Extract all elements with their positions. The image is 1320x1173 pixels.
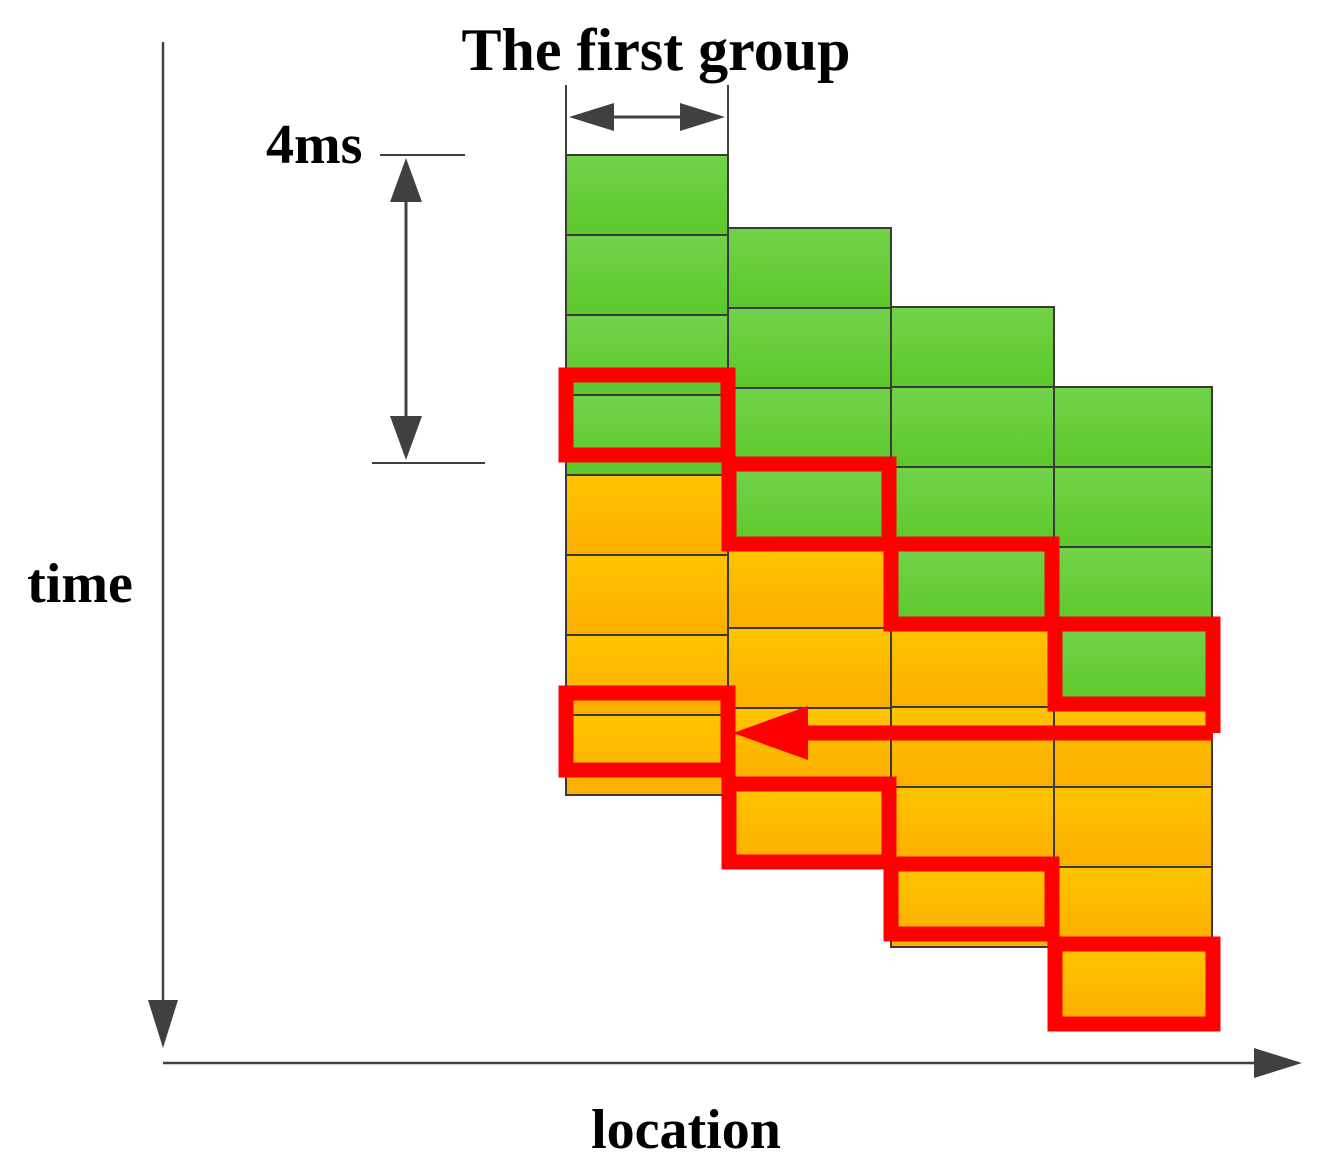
location-axis-arrowhead: [1254, 1048, 1302, 1078]
group-width-dimension: [565, 85, 729, 155]
grid-cell-green: [1053, 386, 1213, 468]
highlight-outlines: [558, 367, 1221, 1032]
grid-cell-green: [727, 307, 892, 389]
grid-cell-orange: [565, 554, 729, 636]
highlight-arrow-head: [733, 706, 808, 760]
duration-label: 4ms: [266, 114, 362, 176]
time-axis-arrowhead: [148, 1000, 178, 1048]
highlight-box-col4-later: [1047, 936, 1221, 1032]
time-axis: [148, 42, 178, 1048]
grid-cell-green: [727, 467, 892, 549]
grid-cell-green: [1053, 546, 1213, 628]
grid-cell-green: [727, 387, 892, 469]
y-axis-label: time: [27, 553, 133, 615]
grid-cell-orange: [1053, 706, 1213, 788]
title-label: The first group: [462, 17, 851, 83]
grid-cell-green: [890, 466, 1055, 548]
grid-cell-orange: [565, 714, 729, 796]
grid-cell-orange: [1053, 786, 1213, 868]
grid-cell-green: [1053, 466, 1213, 548]
grid-cell-orange: [565, 634, 729, 716]
grid-cell-green: [565, 234, 729, 316]
grid-cell-orange: [890, 786, 1055, 868]
grid-cell-orange: [1053, 946, 1213, 1028]
highlight-box-col3-later: [883, 856, 1060, 942]
grid-cell-green: [890, 546, 1055, 628]
grid-cell-orange: [727, 627, 892, 709]
grid-cell-green: [565, 394, 729, 476]
highlight-box-col3: [883, 536, 1060, 632]
grid-cell-orange: [1053, 866, 1213, 948]
grid-cell-green: [890, 306, 1055, 388]
highlight-box-col2: [721, 456, 897, 552]
highlight-box-col1-later: [558, 685, 736, 778]
grid-cell-green: [890, 386, 1055, 468]
grid-cell-green: [565, 154, 729, 236]
highlight-box-col1: [558, 367, 736, 463]
x-axis-label: location: [591, 1099, 781, 1161]
grid-cell-orange: [727, 707, 892, 789]
grid-cell-green: [727, 227, 892, 309]
grid-cell-orange: [890, 706, 1055, 788]
highlight-box-col4: [1047, 616, 1221, 712]
duration-dimension: [372, 154, 485, 464]
highlight-box-col2-later: [721, 776, 897, 870]
grid-cell-orange: [890, 626, 1055, 708]
grid-cell-green: [1053, 626, 1213, 708]
grid-cell-orange: [727, 547, 892, 629]
location-axis: [163, 1048, 1302, 1078]
grid-cell-orange: [565, 474, 729, 556]
grid-cell-green: [565, 314, 729, 396]
